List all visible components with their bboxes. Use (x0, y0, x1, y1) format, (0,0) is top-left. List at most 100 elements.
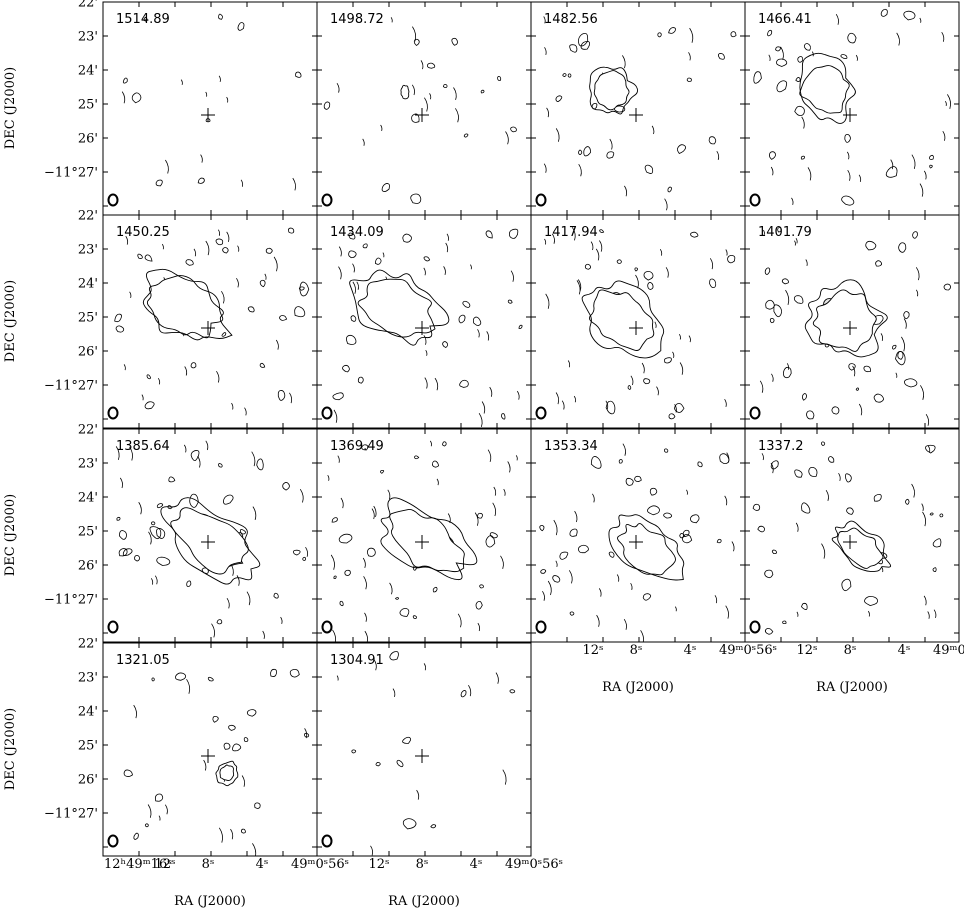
channel-panel: 1353.34 (530, 428, 746, 643)
noise-contour (567, 360, 571, 368)
noise-contour (146, 374, 151, 380)
noise-contour (807, 167, 812, 181)
noise-contour (624, 185, 628, 197)
noise-contour (375, 762, 381, 767)
noise-contour (688, 335, 691, 343)
noise-contour (773, 304, 782, 318)
noise-contour (825, 489, 829, 502)
beam-ellipse (107, 620, 119, 634)
noise-contour (768, 54, 771, 62)
dec-axis-label: DEC (J2000) (3, 708, 18, 790)
noise-contour (863, 365, 871, 373)
noise-contour (507, 461, 511, 473)
noise-contour (725, 605, 729, 619)
noise-contour (280, 616, 283, 625)
noise-contour (446, 233, 449, 241)
channel-velocity-label: 1498.72 (330, 12, 384, 27)
noise-contour (591, 103, 598, 110)
panel-frame (744, 1, 960, 216)
noise-contour (795, 237, 798, 244)
noise-contour (299, 281, 310, 297)
noise-contour (251, 451, 256, 467)
noise-contour (682, 534, 693, 544)
noise-contour (515, 455, 518, 461)
noise-contour (903, 311, 910, 320)
noise-contour (200, 154, 203, 163)
noise-contour (463, 133, 469, 138)
noise-contour (277, 390, 286, 401)
noise-contour (295, 71, 302, 78)
noise-contour (776, 58, 788, 67)
noise-contour (801, 602, 808, 610)
noise-contour (880, 333, 884, 342)
noise-contour (616, 259, 622, 264)
noise-contour (402, 233, 412, 243)
noise-contour (151, 677, 155, 682)
noise-contour (769, 317, 775, 324)
noise-contour (654, 321, 657, 329)
noise-contour (801, 502, 811, 514)
noise-contour (197, 177, 205, 184)
noise-contour (544, 47, 547, 56)
noise-contour (630, 582, 633, 591)
noise-contour (923, 595, 927, 606)
noise-contour (389, 651, 399, 661)
noise-contour (770, 460, 779, 470)
noise-contour (845, 473, 852, 483)
noise-contour (486, 331, 490, 341)
noise-contour (714, 595, 718, 604)
noise-contour (542, 590, 545, 601)
noise-contour (865, 240, 877, 251)
noise-contour (920, 385, 925, 401)
noise-contour (270, 668, 277, 677)
noise-contour (131, 92, 142, 104)
noise-contour (932, 538, 942, 548)
center-cross-marker (201, 108, 215, 122)
ra-tick-label: 4ˢ (684, 643, 697, 658)
channel-panel: 1304.91 (316, 642, 532, 857)
noise-contour (431, 460, 440, 468)
noise-contour (555, 95, 563, 102)
noise-contour (663, 448, 669, 453)
noise-contour (903, 318, 907, 329)
center-cross-marker (415, 321, 429, 335)
center-cross-marker (629, 535, 643, 549)
noise-contour (928, 154, 934, 160)
ra-tick-label: 49ᵐ0ˢ56ˢ (719, 643, 777, 658)
channel-panel: 1514.89 (102, 1, 318, 216)
channel-velocity-label: 1401.79 (758, 225, 812, 240)
noise-contour (562, 73, 567, 78)
emission-contour (349, 269, 450, 346)
noise-contour (674, 403, 685, 413)
noise-contour (578, 163, 582, 177)
dec-tick-label: 24' (78, 705, 98, 720)
noise-contour (797, 56, 804, 63)
panel-frame (316, 1, 532, 216)
noise-contour (592, 493, 595, 503)
noise-contour (890, 159, 894, 170)
noise-contour (122, 548, 133, 556)
noise-contour (625, 477, 634, 486)
noise-contour (912, 231, 918, 239)
ra-tick-label: 8ˢ (844, 643, 857, 658)
noise-contour (595, 248, 600, 261)
noise-contour (141, 394, 144, 401)
ra-tick-label: 49ᵐ0ˢ56ˢ (505, 857, 563, 872)
noise-contour (119, 477, 123, 489)
noise-contour (678, 333, 681, 340)
noise-contour (852, 365, 856, 377)
noise-contour (336, 82, 340, 93)
noise-contour (510, 270, 514, 282)
noise-contour (338, 533, 353, 544)
noise-contour (927, 445, 931, 453)
noise-contour (933, 609, 937, 619)
noise-contour (279, 315, 288, 321)
noise-contour (115, 325, 125, 333)
noise-contour (445, 242, 449, 253)
noise-contour (273, 592, 279, 599)
noise-contour (578, 33, 589, 47)
noise-contour (911, 483, 915, 498)
noise-contour (327, 474, 330, 481)
noise-contour (180, 79, 183, 86)
emission-contour (831, 520, 892, 572)
